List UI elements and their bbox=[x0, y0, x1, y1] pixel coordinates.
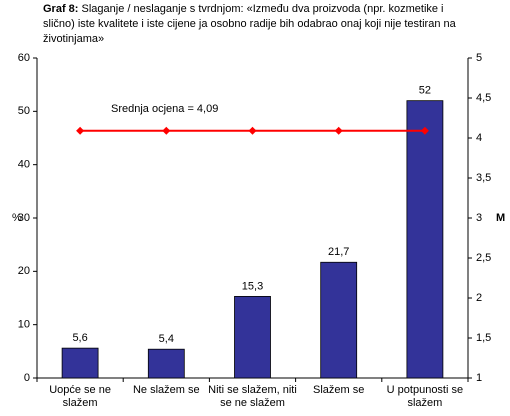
y2-tick-label: 4 bbox=[476, 132, 482, 144]
line-marker bbox=[334, 126, 343, 135]
bar bbox=[320, 261, 358, 379]
y-tick-label: 60 bbox=[18, 52, 30, 64]
x-tick-label: Slažem se bbox=[313, 384, 364, 396]
x-tick-label: U potpunosti se bbox=[387, 384, 463, 396]
y-tick-label: 20 bbox=[18, 265, 30, 277]
x-tick-label: Uopće se ne bbox=[49, 384, 111, 396]
y2-tick-label: 4,5 bbox=[476, 92, 491, 104]
line-marker bbox=[162, 126, 171, 135]
x-tick-label: Ne slažem se bbox=[133, 384, 200, 396]
y2-tick-label: 1,5 bbox=[476, 332, 491, 344]
annotation: Srednja ocjena = 4,09 bbox=[111, 103, 218, 115]
line-marker bbox=[420, 126, 429, 135]
y2-axis-label: M bbox=[496, 212, 505, 224]
bar bbox=[61, 347, 99, 379]
value-label: 5,4 bbox=[159, 333, 174, 345]
y2-tick-label: 2,5 bbox=[476, 252, 491, 264]
line-marker bbox=[248, 126, 257, 135]
chart-title: Graf 8: Slaganje / neslaganje s tvrdnjom… bbox=[43, 2, 463, 47]
y2-tick-label: 2 bbox=[476, 292, 482, 304]
value-label: 52 bbox=[419, 85, 431, 97]
y2-tick-label: 5 bbox=[476, 52, 482, 64]
title-text: Slaganje / neslaganje s tvrdnjom: «Izmeđ… bbox=[43, 3, 456, 45]
bar bbox=[147, 348, 185, 379]
y2-tick-label: 3,5 bbox=[476, 172, 491, 184]
y-tick-label: 30 bbox=[18, 212, 30, 224]
x-tick-label: slažem bbox=[407, 397, 442, 409]
y-tick-label: 50 bbox=[18, 105, 30, 117]
value-label: 15,3 bbox=[242, 280, 263, 292]
y-axis-label: % bbox=[12, 212, 22, 224]
y-tick-label: 40 bbox=[18, 159, 30, 171]
value-label: 5,6 bbox=[72, 332, 87, 344]
line-marker bbox=[76, 126, 85, 135]
x-tick-label: Niti se slažem, niti bbox=[208, 384, 297, 396]
x-tick-label: se ne slažem bbox=[220, 397, 285, 409]
y-tick-label: 0 bbox=[24, 372, 30, 384]
y-tick-label: 10 bbox=[18, 319, 30, 331]
x-tick-label: slažem bbox=[63, 397, 98, 409]
title-label: Graf 8: bbox=[43, 3, 79, 15]
bar bbox=[234, 295, 271, 379]
y2-tick-label: 3 bbox=[476, 212, 482, 224]
bar bbox=[406, 100, 444, 379]
y2-tick-label: 1 bbox=[476, 372, 482, 384]
value-label: 21,7 bbox=[328, 246, 349, 258]
